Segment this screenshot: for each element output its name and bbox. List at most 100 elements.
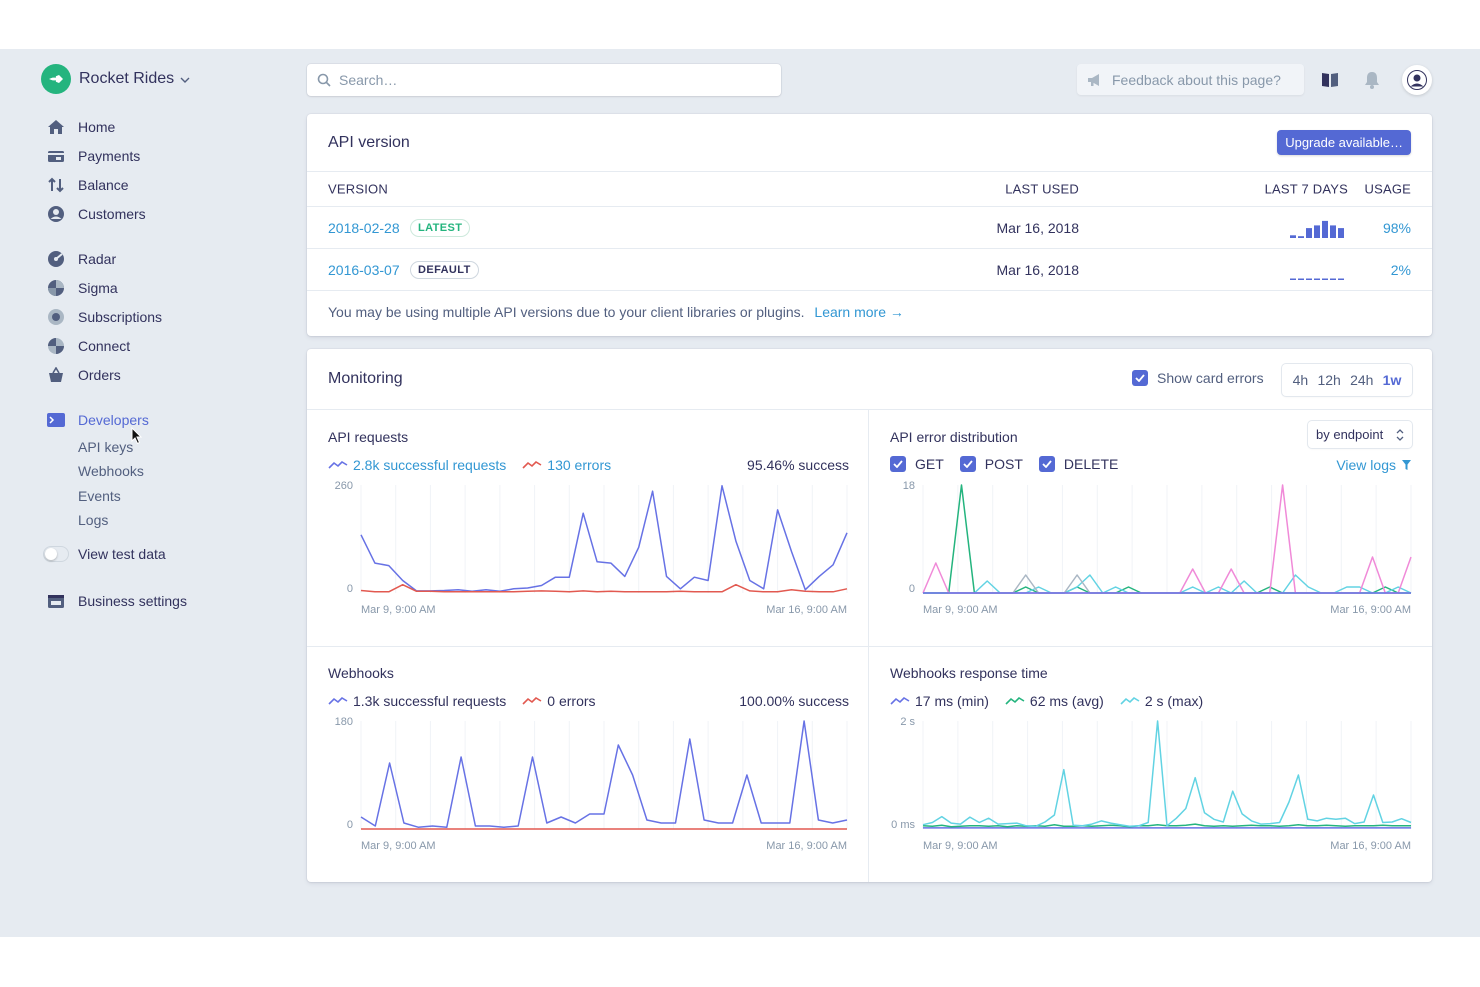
- filter-label: DELETE: [1063, 456, 1119, 472]
- webhooks-chart[interactable]: 180 0 Mar 9, 9:00 AM Mar 16, 9:00 AM: [307, 713, 868, 879]
- sidebar-item-orders[interactable]: Orders: [46, 364, 121, 386]
- sidebar-item-business-settings[interactable]: Business settings: [46, 590, 187, 612]
- line-series-icon: [522, 460, 542, 469]
- sparkline-bar: [1314, 278, 1320, 280]
- column-header-last-used: LAST USED: [1005, 181, 1079, 197]
- bell-icon[interactable]: [1360, 68, 1384, 92]
- api-error-distribution-chart[interactable]: 18 0 Mar 9, 9:00 AM Mar 16, 9:00 AM: [869, 477, 1432, 643]
- legend-successful[interactable]: 2.8k successful requests: [328, 457, 506, 473]
- settings-icon: [46, 592, 66, 610]
- legend-errors[interactable]: 130 errors: [522, 457, 611, 473]
- feedback-label: Feedback about this page?: [1112, 71, 1281, 88]
- version-link[interactable]: 2016-03-07: [328, 261, 400, 278]
- sigma-icon: [46, 279, 66, 297]
- sidebar-item-balance[interactable]: Balance: [46, 174, 129, 196]
- avatar[interactable]: [1402, 65, 1432, 95]
- legend-max[interactable]: 2 s (max): [1120, 693, 1203, 709]
- y-tick-label: 0: [347, 583, 353, 595]
- panel-title: Webhooks response time: [890, 665, 1048, 681]
- search-bar[interactable]: [307, 64, 781, 96]
- sidebar-item-payments[interactable]: Payments: [46, 145, 140, 167]
- method-filters: GET POST DELETE: [890, 456, 1134, 472]
- card-title: API version: [328, 134, 410, 151]
- line-series-icon: [522, 696, 542, 705]
- legend-avg[interactable]: 62 ms (avg): [1005, 693, 1104, 709]
- show-card-errors-checkbox[interactable]: Show card errors: [1132, 370, 1264, 386]
- table-row[interactable]: 2018-02-28 LATEST Mar 16, 2018 98%: [307, 207, 1432, 249]
- checkbox-checked-icon[interactable]: [1038, 456, 1055, 472]
- sidebar-item-label: Orders: [78, 367, 121, 383]
- x-tick-label: Mar 9, 9:00 AM: [361, 604, 436, 616]
- line-series-icon: [328, 460, 348, 469]
- search-input[interactable]: [339, 72, 759, 88]
- upgrade-button[interactable]: Upgrade available…: [1277, 130, 1411, 155]
- chart-legend: 2.8k successful requests 130 errors: [328, 457, 627, 473]
- filter-post[interactable]: POST: [959, 456, 1023, 472]
- sidebar-item-label: Connect: [78, 338, 131, 354]
- y-tick-label: 0: [909, 583, 915, 595]
- x-tick-label: Mar 9, 9:00 AM: [361, 840, 436, 852]
- checkbox-checked-icon[interactable]: [1132, 370, 1148, 386]
- chevron-down-icon: [180, 77, 190, 83]
- sidebar-subitem-logs[interactable]: Logs: [78, 512, 109, 528]
- legend-label: 62 ms (avg): [1029, 693, 1104, 709]
- api-requests-chart[interactable]: 260 0 Mar 9, 9:00 AM Mar 16, 9:00 AM: [307, 477, 868, 643]
- sidebar-item-label: Payments: [78, 148, 141, 164]
- sidebar-item-sigma[interactable]: Sigma: [46, 277, 118, 299]
- checkbox-checked-icon[interactable]: [959, 456, 976, 472]
- search-icon: [317, 73, 331, 87]
- column-header-usage: USAGE: [1364, 181, 1411, 197]
- usage-percent: 2%: [1390, 261, 1411, 278]
- x-tick-label: Mar 16, 9:00 AM: [766, 840, 847, 852]
- version-link[interactable]: 2018-02-28: [328, 219, 400, 236]
- sidebar-item-label: Subscriptions: [78, 309, 163, 325]
- sidebar-item-home[interactable]: Home: [46, 116, 115, 138]
- toggle-switch[interactable]: [43, 546, 69, 562]
- checkbox-checked-icon[interactable]: [890, 456, 906, 472]
- filter-label: GET: [915, 456, 944, 472]
- sidebar-item-label: Balance: [78, 177, 129, 193]
- legend-min[interactable]: 17 ms (min): [890, 693, 989, 709]
- account-switcher[interactable]: Rocket Rides: [41, 64, 190, 94]
- webhooks-response-time-chart[interactable]: 2 s 0 ms Mar 9, 9:00 AM Mar 16, 9:00 AM: [869, 713, 1432, 879]
- time-range-selector[interactable]: 4h 12h 24h 1w: [1282, 364, 1412, 396]
- terminal-icon: [46, 411, 66, 429]
- range-4h[interactable]: 4h: [1292, 372, 1309, 388]
- legend-label: 130 errors: [547, 457, 612, 473]
- legend-label: 2 s (max): [1144, 693, 1204, 709]
- rocket-logo-icon: [41, 64, 71, 94]
- feedback-button[interactable]: Feedback about this page?: [1077, 64, 1304, 95]
- sidebar-subitem-events[interactable]: Events: [78, 488, 121, 504]
- series-line-successful-requests: [360, 720, 848, 828]
- endpoint-select[interactable]: by endpoint: [1308, 421, 1412, 448]
- payments-icon: [46, 147, 66, 165]
- range-24h[interactable]: 24h: [1350, 372, 1374, 388]
- x-tick-label: Mar 9, 9:00 AM: [923, 604, 998, 616]
- legend-errors[interactable]: 0 errors: [522, 693, 596, 709]
- range-1w[interactable]: 1w: [1382, 372, 1402, 388]
- table-row[interactable]: 2016-03-07 DEFAULT Mar 16, 2018 2%: [307, 249, 1432, 291]
- filter-get[interactable]: GET: [890, 456, 944, 472]
- sparkline-bar: [1322, 278, 1328, 280]
- radar-icon: [46, 250, 66, 268]
- sidebar-item-label: Sigma: [78, 280, 118, 296]
- legend-successful[interactable]: 1.3k successful requests: [328, 693, 506, 709]
- sidebar-subitem-webhooks[interactable]: Webhooks: [78, 463, 144, 479]
- sidebar-item-label: Business settings: [78, 593, 187, 609]
- docs-book-icon[interactable]: [1318, 68, 1342, 92]
- learn-more-link[interactable]: Learn more →: [814, 304, 904, 320]
- select-value: by endpoint: [1316, 427, 1384, 442]
- filter-delete[interactable]: DELETE: [1038, 456, 1119, 472]
- sidebar-item-radar[interactable]: Radar: [46, 248, 116, 270]
- chart-legend: 1.3k successful requests 0 errors: [328, 693, 612, 709]
- sidebar-item-customers[interactable]: Customers: [46, 203, 146, 225]
- line-series-icon: [1005, 696, 1025, 705]
- sidebar-item-developers[interactable]: Developers: [46, 409, 149, 431]
- sparkline-bar: [1338, 278, 1344, 280]
- view-test-data-toggle[interactable]: View test data: [43, 546, 166, 562]
- view-logs-link[interactable]: View logs: [1336, 457, 1411, 473]
- sidebar-item-subscriptions[interactable]: Subscriptions: [46, 306, 162, 328]
- sidebar-item-connect[interactable]: Connect: [46, 335, 130, 357]
- range-12h[interactable]: 12h: [1317, 372, 1341, 388]
- sidebar-subitem-api-keys[interactable]: API keys: [78, 439, 134, 455]
